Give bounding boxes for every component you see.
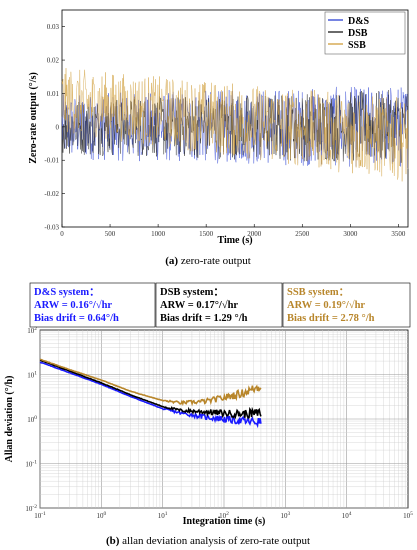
zero-rate-chart: 0 500 1000 1500 2000 2500 3000 3500 -0.03 -0.02 -0… xyxy=(28,9,409,267)
annotation-bias-dsb: Bias drift = 1.29 °/h xyxy=(160,313,248,324)
series-group-b xyxy=(39,358,262,429)
x-tick-label-a: 3500 xyxy=(391,230,406,238)
x-tick-label-a: 1000 xyxy=(151,230,166,238)
x-tick-label-b: 100 xyxy=(96,511,106,520)
x-tick-label-b: 104 xyxy=(342,511,352,520)
y-tick-label-b: 10-1 xyxy=(25,460,37,469)
series-line-b-ssb xyxy=(39,358,262,407)
legend-label-ds: D&S xyxy=(348,16,370,27)
allan-deviation-chart: D&S system： ARW = 0.16°/√hr Bias drift =… xyxy=(4,282,413,547)
y-tick-label-b: 10-2 xyxy=(25,504,37,513)
legend-a: D&S DSB SSB xyxy=(324,11,406,55)
caption-a: (a) zero-rate output xyxy=(165,255,251,267)
x-tick-label-a: 3000 xyxy=(343,230,358,238)
y-tick-label-b: 102 xyxy=(27,326,37,335)
x-tick-label-a: 500 xyxy=(105,230,116,238)
annotation-bias-ssb: Bias drift = 2.78 °/h xyxy=(287,313,375,324)
annotation-title-dsb: DSB system： xyxy=(160,287,224,298)
x-axis-label-a: Time (s) xyxy=(217,235,252,246)
caption-text-b: allan deviation analysis of zero-rate ou… xyxy=(119,535,310,547)
y-tick-label-a: -0.02 xyxy=(44,190,59,198)
ticks-a: 0 500 1000 1500 2000 2500 3000 3500 -0.03 -0.02 -0… xyxy=(44,23,405,238)
caption-text-a: zero-rate output xyxy=(178,255,251,267)
annotation-arw-ssb: ARW = 0.19°/√hr xyxy=(287,299,365,311)
x-tick-label-a: 1500 xyxy=(199,230,214,238)
x-tick-label-b: 105 xyxy=(403,511,413,520)
annotation-title-ssb: SSB system： xyxy=(287,287,349,298)
x-axis-label-b: Integration time (s) xyxy=(183,516,266,527)
legend-label-dsb: DSB xyxy=(348,28,368,39)
x-tick-label-b: 103 xyxy=(280,511,290,520)
annotation-box-ssb xyxy=(282,282,411,328)
x-tick-label-a: 0 xyxy=(60,230,64,238)
series-line-b-dsb xyxy=(39,359,262,420)
annotation-ssb: SSB system： ARW = 0.19°/√hr Bias drift =… xyxy=(282,282,411,328)
y-tick-label-a: 0.02 xyxy=(47,57,60,65)
y-tick-label-a: -0.03 xyxy=(44,224,59,232)
y-axis-label-a: Zero-rate output (°/s) xyxy=(28,72,39,164)
series-line-b-ds xyxy=(39,361,262,429)
x-tick-label-b: 102 xyxy=(219,511,229,520)
y-tick-label-a: 0.03 xyxy=(47,23,60,31)
y-tick-label-b: 100 xyxy=(27,415,37,424)
legend-box-a xyxy=(324,11,406,55)
series-group-a xyxy=(61,68,409,182)
annotation-title-ds: D&S system： xyxy=(34,287,100,298)
y-axis-label-b: Allan deviation (°/h) xyxy=(4,376,15,463)
x-tick-label-a: 2500 xyxy=(295,230,310,238)
annotation-arw-dsb: ARW = 0.17°/√hr xyxy=(160,299,238,311)
y-tick-label-b: 101 xyxy=(27,371,37,380)
caption-label-b: (b) xyxy=(106,535,120,547)
caption-label-a: (a) xyxy=(165,255,178,267)
annotation-arw-ds: ARW = 0.16°/√hr xyxy=(34,299,112,311)
x-tick-label-a: 2000 xyxy=(247,230,262,238)
series-line-a-ssb xyxy=(61,68,409,182)
annotation-bias-ds: Bias drift = 0.64°/h xyxy=(34,313,119,324)
annotation-box-dsb xyxy=(155,282,283,328)
y-tick-label-a: 0 xyxy=(56,123,60,131)
x-tick-label-b: 101 xyxy=(158,511,168,520)
annotation-ds: D&S system： ARW = 0.16°/√hr Bias drift =… xyxy=(29,282,156,328)
caption-b: (b) allan deviation analysis of zero-rat… xyxy=(106,535,310,547)
y-tick-label-a: 0.01 xyxy=(47,90,60,98)
annotation-box-ds xyxy=(29,282,156,328)
annotation-dsb: DSB system： ARW = 0.17°/√hr Bias drift =… xyxy=(155,282,283,328)
x-tick-label-b: 10-1 xyxy=(34,511,46,520)
legend-label-ssb: SSB xyxy=(348,40,366,51)
y-tick-label-a: -0.01 xyxy=(44,157,59,165)
